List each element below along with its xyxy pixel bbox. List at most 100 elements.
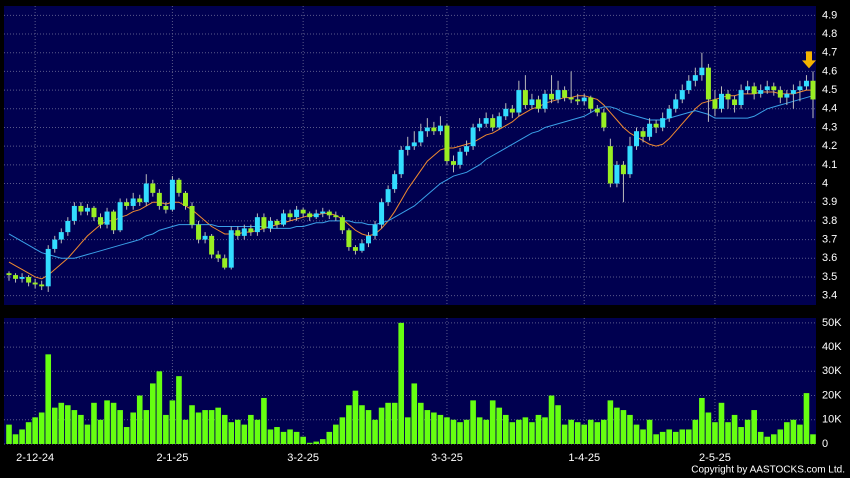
y-tick-label: 4 — [822, 177, 828, 189]
candle-body — [496, 116, 502, 128]
candle-body — [607, 146, 613, 184]
candle-body — [254, 217, 260, 233]
y-tick-label: 4.5 — [822, 84, 837, 96]
volume-bar — [744, 419, 751, 444]
candle-body — [267, 220, 273, 229]
volume-bar — [261, 397, 267, 444]
candle-body — [535, 99, 541, 109]
candle-body — [366, 235, 372, 244]
volume-bar — [705, 412, 712, 444]
volume-bar — [326, 431, 333, 444]
candle-body — [581, 97, 587, 102]
candle-body — [653, 123, 659, 128]
candle-body — [196, 224, 202, 240]
volume-bar — [163, 414, 169, 444]
candle-body — [32, 282, 38, 285]
volume-bar — [555, 405, 561, 444]
volume-bar — [32, 417, 38, 444]
candle-body — [111, 211, 117, 231]
candle-body — [281, 213, 287, 225]
candle-body — [307, 213, 313, 218]
volume-bar — [411, 383, 418, 444]
y-tick-label: 50K — [822, 317, 842, 329]
candle-body — [549, 93, 555, 100]
volume-bar — [502, 414, 509, 444]
candle-body — [601, 112, 607, 128]
candle-body — [58, 232, 64, 240]
candle-body — [529, 99, 535, 106]
volume-bar — [398, 322, 404, 444]
candle-body — [686, 80, 692, 91]
volume-bar — [182, 419, 189, 444]
volume-bar — [91, 402, 97, 444]
candle-body — [470, 127, 476, 147]
candle-body — [745, 86, 751, 91]
x-tick-label: 3-3-25 — [431, 452, 463, 464]
volume-bar — [601, 419, 607, 444]
volume-bar — [372, 419, 378, 444]
y-tick-label: 4.9 — [822, 9, 837, 21]
volume-bar — [640, 429, 646, 444]
candle-body — [346, 230, 352, 248]
candle-body — [568, 97, 574, 100]
candle-body — [169, 179, 175, 210]
candle-body — [91, 207, 97, 218]
volume-bar — [450, 419, 457, 444]
candle-body — [352, 247, 358, 251]
candle-body — [320, 211, 326, 214]
volume-bar — [751, 410, 757, 444]
candle-body — [104, 211, 110, 225]
volume-bar — [104, 400, 110, 444]
candle-body — [771, 86, 777, 91]
candle-body — [542, 93, 548, 109]
volume-bar — [731, 414, 738, 444]
y-tick-label: 3.9 — [822, 196, 837, 208]
candle-body — [202, 235, 208, 240]
candle-body — [248, 228, 254, 233]
volume-bar — [215, 407, 221, 444]
candle-body — [52, 239, 58, 249]
volume-bar — [130, 412, 136, 444]
volume-bar — [78, 414, 84, 444]
latest-arrow — [802, 51, 816, 69]
candle-body — [594, 108, 600, 113]
volume-bar — [627, 414, 633, 444]
volume-bar — [574, 422, 581, 444]
y-tick-label: 4.4 — [822, 103, 837, 115]
volume-bar — [797, 424, 803, 444]
candle-body — [777, 90, 783, 98]
volume-bar — [764, 436, 771, 444]
volume-bar — [359, 405, 365, 444]
volume-bar — [280, 431, 287, 444]
volume-bar — [365, 410, 372, 444]
volume-bar — [594, 422, 601, 444]
candle-body — [287, 213, 293, 218]
candle-body — [359, 243, 365, 251]
volume-bar — [378, 407, 385, 444]
volume-bar — [385, 402, 391, 444]
y-tick-label: 4.8 — [822, 28, 837, 40]
x-tick-label: 2-5-25 — [699, 452, 731, 464]
x-tick-label: 2-12-24 — [16, 452, 54, 464]
candle-body — [26, 276, 32, 283]
candle-body — [764, 86, 770, 91]
candle-body — [673, 99, 679, 109]
candle-body — [398, 149, 404, 175]
y-tick-label: 40K — [822, 341, 842, 353]
candle-body — [718, 93, 724, 109]
volume-bar — [437, 414, 444, 444]
candle-body — [457, 151, 463, 165]
y-tick-label: 4.1 — [822, 159, 837, 171]
candle-body — [98, 217, 104, 225]
candle-body — [660, 118, 666, 128]
volume-bar — [319, 439, 326, 444]
candle-body — [503, 108, 509, 117]
candle-body — [790, 90, 796, 94]
candle-body — [522, 90, 528, 106]
volume-bar — [712, 422, 718, 444]
candle-body — [45, 248, 51, 287]
candle-body — [640, 131, 646, 137]
copyright: Copyright by AASTOCKS.com Ltd. — [691, 465, 845, 476]
candle-body — [313, 213, 319, 218]
candle-body — [803, 80, 809, 87]
